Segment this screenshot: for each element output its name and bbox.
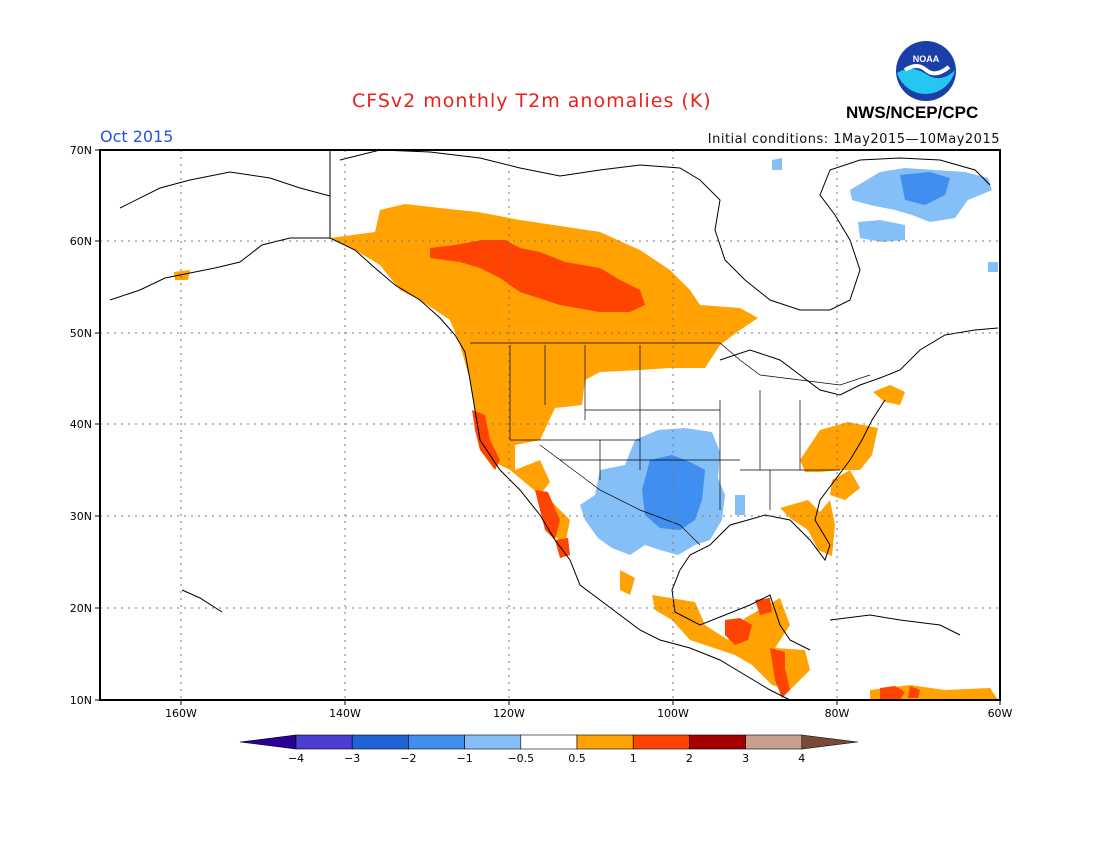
colorbar-tick-label: 3 bbox=[742, 752, 749, 765]
colorbar-tick-label: −0.5 bbox=[507, 752, 534, 765]
political-borders bbox=[470, 342, 871, 546]
colorbar-tick-label: −3 bbox=[344, 752, 360, 765]
lon-label: 140W bbox=[329, 707, 361, 720]
colorbar-swatch bbox=[464, 734, 522, 750]
coastlines bbox=[109, 149, 999, 701]
colorbar-swatch bbox=[351, 734, 409, 750]
lat-label: 50N bbox=[70, 327, 92, 340]
lat-label: 70N bbox=[70, 144, 92, 157]
colorbar-swatch bbox=[632, 734, 690, 750]
lat-label: 30N bbox=[70, 510, 92, 523]
colorbar-tick-label: 0.5 bbox=[568, 752, 586, 765]
lon-label: 120W bbox=[493, 707, 525, 720]
lon-label: 80W bbox=[825, 707, 850, 720]
lat-label: 20N bbox=[70, 602, 92, 615]
lon-label: 100W bbox=[657, 707, 689, 720]
agency-label: NWS/NCEP/CPC bbox=[846, 103, 979, 122]
colorbar-swatch bbox=[295, 734, 353, 750]
colorbar-swatch bbox=[408, 734, 465, 750]
initial-conditions-label: Initial conditions: 1May2015—10May2015 bbox=[707, 132, 1000, 147]
warm-anomaly-strong bbox=[430, 240, 920, 700]
lat-label: 10N bbox=[70, 694, 92, 707]
colorbar-tick-label: −2 bbox=[400, 752, 416, 765]
colorbar-swatch bbox=[745, 734, 803, 750]
colorbar-swatch bbox=[576, 734, 634, 750]
colorbar-swatch bbox=[520, 734, 578, 750]
cool-anomaly-strong bbox=[642, 172, 950, 530]
map-frame bbox=[99, 149, 1001, 701]
lat-label: 60N bbox=[70, 235, 92, 248]
colorbar-tick-label: −4 bbox=[288, 752, 304, 765]
chart-title: CFSv2 monthly T2m anomalies (K) bbox=[352, 90, 712, 112]
colorbar-tick-label: −1 bbox=[456, 752, 472, 765]
lat-label: 40N bbox=[70, 418, 92, 431]
colorbar-right-arrow bbox=[801, 734, 858, 750]
colorbar-tick-label: 4 bbox=[798, 752, 805, 765]
valid-month-label: Oct 2015 bbox=[100, 127, 174, 146]
lon-label: 60W bbox=[988, 707, 1013, 720]
gridlines bbox=[100, 150, 1000, 700]
colorbar-tick-label: 2 bbox=[686, 752, 693, 765]
noaa-logo: NOAA bbox=[896, 41, 956, 101]
lon-label: 160W bbox=[165, 707, 197, 720]
colorbar-left-arrow bbox=[239, 734, 297, 750]
noaa-logo-text: NOAA bbox=[913, 54, 940, 64]
colorbar-swatch bbox=[689, 734, 746, 750]
colorbar-tick-label: 1 bbox=[630, 752, 637, 765]
